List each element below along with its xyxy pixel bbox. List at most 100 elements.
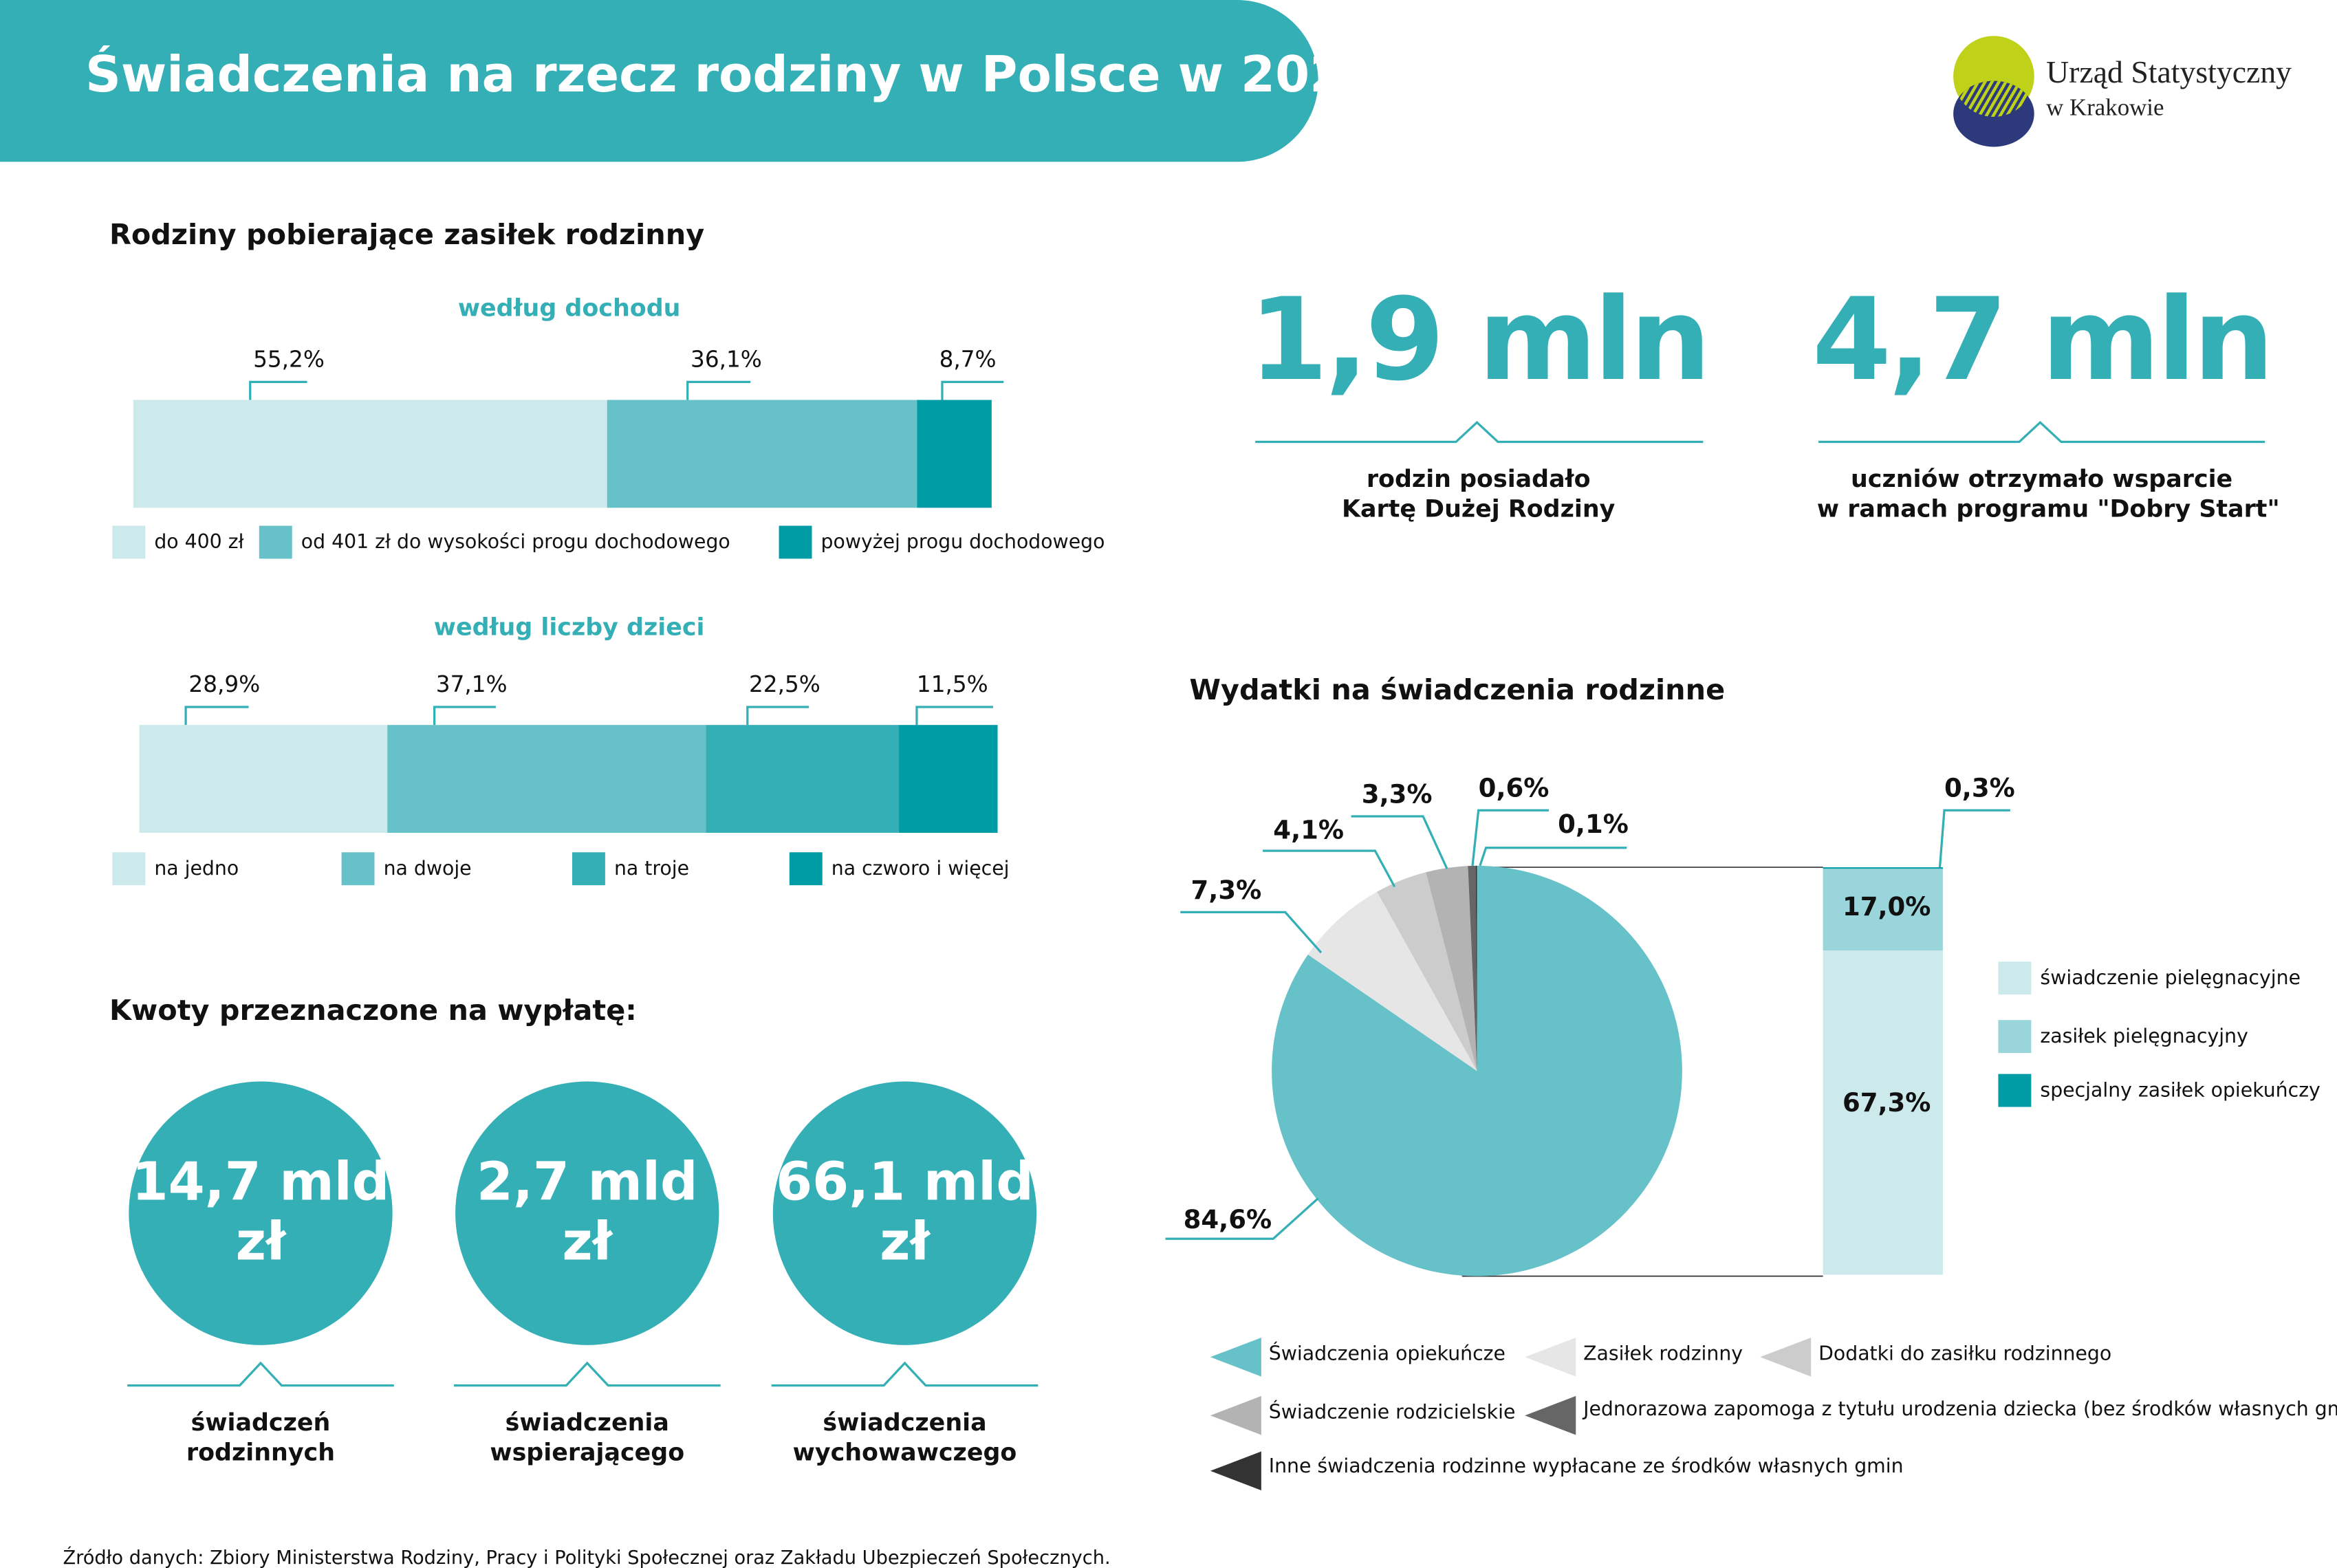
leader-line (1180, 911, 1323, 954)
legend-label: od 401 zł do wysokości progu dochodowego (301, 531, 730, 554)
legend-swatch (1998, 1074, 2032, 1107)
bar-segment-2 (607, 400, 917, 508)
legend-swatch (341, 852, 375, 886)
legend-label: specjalny zasiłek opiekuńczy (2040, 1079, 2320, 1102)
pie-legend-markers (1210, 1337, 1812, 1491)
pie-legend-label: Jednorazowa zapomoga z tytułu urodzenia … (1583, 1399, 2337, 1422)
divider-caret (1255, 420, 1704, 444)
leader-line (1351, 815, 1448, 869)
caption-line: świadczenia (505, 1408, 669, 1437)
legend-triangle-5 (1525, 1395, 1576, 1435)
legend-triangle-4 (1210, 1395, 1261, 1435)
logo-mark (1953, 36, 2034, 147)
pie-legend-label: Świadczenia opiekuńcze (1268, 1343, 1506, 1366)
caption-line: świadczeń (191, 1408, 331, 1437)
leader-line (941, 380, 1004, 400)
bar2-label: 28,9% (188, 671, 261, 698)
legend-triangle-1 (1210, 1337, 1261, 1377)
breakdown-segment-1 (1823, 950, 1943, 1275)
pie-legend-label: Świadczenie rodzicielskie (1268, 1402, 1516, 1425)
amount-caption: świadczenia wspierającego (437, 1408, 737, 1468)
stat-caption: uczniów otrzymało wsparcie w ramach progr… (1816, 464, 2280, 524)
legend-label: na jedno (154, 857, 239, 880)
amount-value: 14,7 mld (131, 1153, 390, 1214)
breakdown-label: 17,0% (1842, 893, 1931, 923)
caption-line: rodzin posiadało (1366, 464, 1591, 493)
logo-text-line1: Urząd Statystyczny (2046, 54, 2292, 90)
legend-triangle-3 (1760, 1337, 1812, 1377)
caption-line: świadczenia (823, 1408, 987, 1437)
breakdown-segment-2 (1823, 869, 1943, 951)
divider-caret (771, 1361, 1039, 1387)
leader-line (249, 380, 307, 400)
pie-slice-2 (1307, 891, 1477, 1071)
legend-swatch (1998, 961, 2032, 995)
pie-legend-label: Inne świadczenia rodzinne wypłacane ze ś… (1268, 1456, 1904, 1479)
pie-connectors (1461, 867, 1823, 1277)
legend-swatch (259, 525, 292, 559)
amount-unit: zł (880, 1213, 930, 1274)
divider-caret (1818, 420, 2265, 444)
bar-segment-1 (133, 400, 607, 508)
caret-dividers (127, 420, 2265, 1387)
caption-line: w ramach programu "Dobry Start" (1816, 494, 2280, 523)
caption-line: Kartę Dużej Rodziny (1342, 494, 1616, 523)
legend-item: na czworo i więcej (789, 852, 1010, 886)
amount-circle: 2,7 mld zł (455, 1081, 719, 1345)
leader-line (915, 706, 994, 726)
legend-swatch (779, 525, 812, 559)
families-title: Rodziny pobierające zasiłek rodzinny (109, 218, 705, 252)
bar-segment-1 (139, 725, 388, 833)
caption-line: uczniów otrzymało wsparcie (1850, 464, 2233, 493)
legend-swatch (789, 852, 823, 886)
amount-unit: zł (235, 1213, 286, 1274)
legend-swatch (572, 852, 605, 886)
leader-line (1938, 809, 2010, 868)
page-title: Świadczenia na rzecz rodziny w Polsce w … (85, 45, 1432, 104)
legend-item: na dwoje (341, 852, 472, 886)
legend-label: na czworo i więcej (831, 857, 1010, 880)
leader-line (433, 706, 496, 726)
caption-line: rodzinnych (186, 1437, 336, 1467)
source-note: Źródło danych: Zbiory Ministerstwa Rodzi… (63, 1545, 1111, 1568)
header-banner (0, 0, 1318, 162)
amount-caption: świadczeń rodzinnych (111, 1408, 411, 1468)
stat-caption: rodzin posiadało Kartę Dużej Rodziny (1254, 464, 1703, 524)
logo-overlap (1953, 80, 2034, 117)
bar1-title: według dochodu (457, 293, 681, 323)
legend-label: na troje (613, 857, 690, 880)
leader-line (1263, 849, 1396, 888)
divider-caret (453, 1361, 721, 1387)
pie-label: 0,6% (1478, 774, 1550, 805)
bar2-label: 37,1% (435, 671, 508, 698)
legend-swatch (112, 852, 146, 886)
legend-item: do 400 zł (112, 525, 244, 559)
leader-line (1479, 847, 1627, 867)
breakdown-bar (1823, 867, 1943, 1275)
pie-legend-label: Zasiłek rodzinny (1583, 1343, 1743, 1366)
bar1 (133, 400, 992, 508)
pie-title: Wydatki na świadczenia rodzinne (1189, 674, 1726, 708)
stat-value: 1,9 mln (1248, 272, 1711, 406)
legend-item: świadczenie pielęgnacyjne (1998, 961, 2301, 995)
pie-leaders (1165, 809, 2010, 1240)
caption-line: wspierającego (490, 1437, 685, 1467)
legend-item: powyżej progu dochodowego (779, 525, 1105, 559)
pie-label: 3,3% (1361, 780, 1433, 811)
pie-slice-5 (1468, 865, 1477, 1071)
pie-slice-3 (1377, 872, 1477, 1071)
legend-item: zasiłek pielęgnacyjny (1998, 1020, 2248, 1054)
legend-label: do 400 zł (154, 531, 244, 554)
leader-line (1165, 1197, 1319, 1240)
amount-value: 2,7 mld (476, 1153, 698, 1214)
leader-line (686, 380, 751, 400)
pie-label: 0,1% (1558, 810, 1629, 840)
stat-value: 4,7 mln (1812, 272, 2274, 406)
bar1-leaders (184, 380, 1004, 726)
breakdown-segment-3 (1823, 867, 1943, 870)
kwoty-title: Kwoty przeznaczone na wypłatę: (109, 994, 637, 1028)
bar-segment-3 (706, 725, 900, 833)
amount-circle: 14,7 mld zł (129, 1081, 393, 1345)
pie-slice-4 (1426, 866, 1477, 1071)
amount-caption: świadczenia wychowawczego (755, 1408, 1055, 1468)
